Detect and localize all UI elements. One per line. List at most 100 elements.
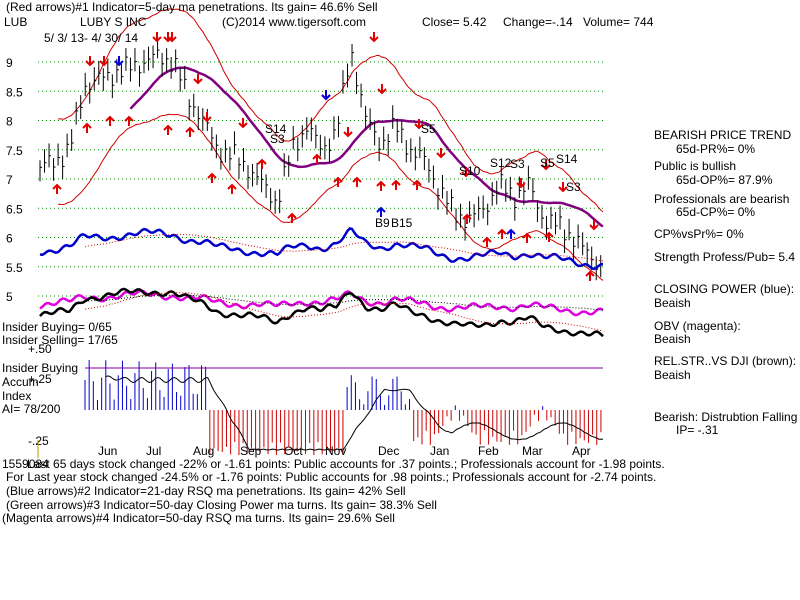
public-bullish: Public is bullish xyxy=(654,159,737,173)
signal-label: S14 xyxy=(265,122,287,136)
buy-arrow-icon xyxy=(352,176,362,187)
arrow-head xyxy=(82,122,92,129)
rel-strength-label: REL.STR..VS DJI (brown): xyxy=(654,354,797,368)
signal-label: S3 xyxy=(270,132,285,146)
rel-strength-ma xyxy=(85,292,604,332)
signal-label: S3 xyxy=(510,157,525,171)
price-tick-label: 8.5 xyxy=(6,85,23,99)
closing-power-label: CLOSING POWER (blue): xyxy=(654,282,795,296)
buy-arrow-icon xyxy=(52,183,62,194)
cp-value: 65d-CP%= 0% xyxy=(676,205,756,219)
month-label: Apr xyxy=(572,444,591,458)
buy-arrow-icon xyxy=(482,236,492,247)
footer-year: For Last year stock changed -24.5% or -1… xyxy=(6,470,657,484)
arrow-head xyxy=(544,231,554,238)
sell-arrow-icon xyxy=(461,167,471,178)
month-label: Jun xyxy=(98,444,117,458)
buy-arrow-icon xyxy=(287,212,297,223)
header-indicator-text: (Red arrows)#1 Indicator=5-day ma penetr… xyxy=(6,0,378,14)
buy-arrow-icon xyxy=(585,270,595,281)
strength-value: Strength Profess/Pub= 5.4 xyxy=(654,250,796,264)
arrow-head xyxy=(436,152,446,159)
price-tick-label: 7 xyxy=(6,173,13,187)
close-value: Close= 5.42 xyxy=(422,15,487,29)
price-bars xyxy=(39,36,603,281)
sell-arrow-icon xyxy=(541,160,551,171)
ticker: LUB xyxy=(4,15,28,29)
sell-arrow-icon xyxy=(343,127,353,138)
sell-arrow-icon xyxy=(369,32,379,43)
upper-band-line xyxy=(58,8,604,213)
arrow-head xyxy=(377,88,387,95)
footer-blue-arrows: (Blue arrows)#2 Indicator=21-day RSQ ma … xyxy=(6,484,406,498)
pr-value: 65d-PR%= 0% xyxy=(676,142,756,156)
footer-green-arrows: (Green arrows)#3 Indicator=50-day Closin… xyxy=(6,498,437,512)
arrow-head xyxy=(343,131,353,138)
signal-label: S5 xyxy=(421,122,436,136)
lower-band-line xyxy=(58,113,604,281)
ai-score: AI= 78/200 xyxy=(2,402,61,416)
arrow-head xyxy=(152,36,162,43)
sell-arrow-icon xyxy=(238,118,248,129)
arrow-head xyxy=(516,182,526,189)
sell-arrow-icon xyxy=(377,84,387,95)
signal-label: S14 xyxy=(556,152,578,166)
signal-label: B15 xyxy=(391,216,413,230)
arrow-head xyxy=(287,212,297,219)
arrow-head xyxy=(506,228,516,235)
buy-arrow-icon xyxy=(333,176,343,187)
insider-buying: Insider Buying= 0/65 xyxy=(2,320,112,334)
arrow-head xyxy=(167,36,177,43)
arrow-head xyxy=(461,171,471,178)
ai-tick-label: +.25 xyxy=(28,372,52,386)
change-value: Change=-.14 xyxy=(503,15,573,29)
price-tick-label: 7.5 xyxy=(6,144,23,158)
buy-arrow-icon xyxy=(544,231,554,242)
signal-label: B9 xyxy=(375,216,390,230)
buy-arrow-icon xyxy=(497,228,507,239)
arrow-head xyxy=(321,94,331,101)
sell-arrow-icon xyxy=(589,220,599,231)
price-tick-label: 6 xyxy=(6,232,13,246)
month-label: Dec xyxy=(378,444,399,458)
buy-arrow-icon xyxy=(82,122,92,133)
sell-arrow-icon xyxy=(516,178,526,189)
distribution-text: Bearish: Distrubtion Falling xyxy=(654,410,798,424)
buy-arrow-icon xyxy=(462,213,472,224)
sell-arrow-icon xyxy=(193,74,203,85)
month-label: Jan xyxy=(430,444,449,458)
arrow-head xyxy=(558,186,568,193)
ip-value: IP= -.31 xyxy=(676,423,719,437)
sell-arrow-icon xyxy=(321,90,331,101)
arrow-head xyxy=(257,158,267,165)
obv-label: OBV (magenta): xyxy=(654,319,741,333)
arrow-head xyxy=(114,60,124,67)
ai-tick-label: -.25 xyxy=(28,434,49,448)
buy-arrow-icon xyxy=(376,180,386,191)
closing-power-line xyxy=(39,226,604,271)
buy-arrow-icon xyxy=(376,206,386,217)
price-tick-label: 8 xyxy=(6,115,13,129)
buy-arrow-icon xyxy=(207,172,217,183)
cp-vs-pr: CP%vsPr%= 0% xyxy=(654,227,744,241)
sell-arrow-icon xyxy=(85,56,95,67)
arrow-head xyxy=(412,179,422,186)
arrow-head xyxy=(185,126,195,133)
arrow-head xyxy=(482,236,492,243)
month-label: Aug xyxy=(193,444,214,458)
ai-tick-labels: +.50 +.25 -.25 xyxy=(28,342,52,448)
accum-index-ma xyxy=(105,375,604,451)
footer-65day: Last 65 days stock changed -22% or -1.61… xyxy=(27,457,665,471)
date-range: 5/ 3/ 13- 4/ 30/ 14 xyxy=(44,31,139,45)
sell-arrow-icon xyxy=(152,32,162,43)
op-value: 65d-OP%= 87.9% xyxy=(676,173,773,187)
sell-arrow-icon xyxy=(202,112,212,123)
arrow-head xyxy=(85,60,95,67)
arrow-head xyxy=(497,228,507,235)
month-label: Sep xyxy=(240,444,262,458)
arrow-head xyxy=(352,176,362,183)
buy-arrow-icon xyxy=(257,158,267,169)
arrow-head xyxy=(369,36,379,43)
buy-arrow-icon xyxy=(412,179,422,190)
